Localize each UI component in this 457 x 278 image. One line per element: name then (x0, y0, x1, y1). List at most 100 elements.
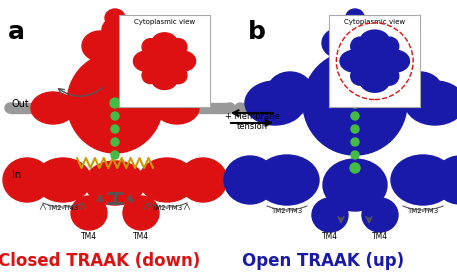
Bar (10, 170, 65, 180)
Circle shape (111, 151, 119, 159)
Ellipse shape (60, 170, 70, 180)
Bar (180, 170, 230, 180)
Text: TM4: TM4 (133, 232, 149, 241)
Ellipse shape (179, 158, 227, 202)
Ellipse shape (343, 17, 367, 39)
Ellipse shape (175, 170, 185, 180)
Bar (240, 103, 305, 113)
Circle shape (350, 163, 360, 173)
Text: TM2-TM3: TM2-TM3 (407, 208, 439, 214)
Ellipse shape (352, 28, 388, 58)
Ellipse shape (391, 155, 455, 205)
Ellipse shape (268, 72, 312, 108)
Text: b: b (248, 20, 266, 44)
Bar (445, 103, 457, 113)
Text: Cytoplasmic view: Cytoplasmic view (134, 19, 195, 25)
Ellipse shape (85, 161, 145, 205)
Ellipse shape (102, 18, 128, 42)
Ellipse shape (440, 170, 450, 180)
Ellipse shape (312, 198, 348, 232)
Ellipse shape (323, 159, 387, 211)
Ellipse shape (67, 53, 163, 153)
Ellipse shape (331, 38, 379, 78)
Ellipse shape (82, 31, 118, 61)
Ellipse shape (245, 81, 305, 125)
Circle shape (351, 112, 359, 120)
Ellipse shape (142, 67, 159, 84)
Ellipse shape (360, 30, 389, 52)
Ellipse shape (31, 92, 75, 124)
Ellipse shape (170, 39, 187, 55)
Ellipse shape (255, 155, 319, 205)
Bar (240, 170, 305, 180)
Ellipse shape (381, 37, 399, 55)
Ellipse shape (65, 103, 75, 113)
Ellipse shape (351, 37, 369, 55)
Ellipse shape (358, 45, 391, 78)
Bar (175, 103, 230, 113)
Ellipse shape (300, 170, 310, 180)
Ellipse shape (139, 158, 195, 202)
Text: TM4: TM4 (322, 232, 338, 241)
Circle shape (111, 112, 119, 120)
Ellipse shape (152, 33, 177, 53)
Ellipse shape (440, 103, 450, 113)
Text: a: a (8, 20, 25, 44)
Ellipse shape (112, 31, 148, 61)
Ellipse shape (434, 156, 457, 204)
Ellipse shape (452, 103, 457, 113)
Bar (10, 103, 70, 113)
Ellipse shape (224, 156, 276, 204)
Bar (445, 170, 457, 180)
Text: In: In (12, 170, 21, 180)
Ellipse shape (235, 103, 245, 113)
Ellipse shape (225, 170, 235, 180)
Ellipse shape (71, 196, 107, 230)
Ellipse shape (398, 72, 442, 108)
Text: TM4: TM4 (81, 232, 97, 241)
Circle shape (111, 138, 119, 146)
Text: + Membrane
tension: + Membrane tension (225, 111, 279, 131)
Ellipse shape (91, 40, 139, 80)
Ellipse shape (5, 103, 15, 113)
Ellipse shape (142, 39, 159, 55)
Ellipse shape (152, 70, 177, 90)
Ellipse shape (170, 67, 187, 84)
Text: TM4: TM4 (372, 232, 388, 241)
Ellipse shape (380, 50, 409, 72)
Circle shape (351, 151, 359, 159)
Ellipse shape (381, 67, 399, 85)
Ellipse shape (170, 51, 196, 71)
Ellipse shape (322, 28, 358, 58)
Circle shape (110, 98, 120, 108)
Ellipse shape (346, 9, 364, 25)
Ellipse shape (151, 48, 178, 75)
Ellipse shape (362, 198, 398, 232)
Circle shape (351, 138, 359, 146)
Ellipse shape (5, 170, 15, 180)
Circle shape (111, 125, 119, 133)
Ellipse shape (405, 81, 457, 125)
Text: Closed TRAAK (down): Closed TRAAK (down) (0, 252, 200, 270)
Ellipse shape (303, 51, 407, 155)
Text: TM2-TM3: TM2-TM3 (271, 208, 303, 214)
Ellipse shape (133, 51, 159, 71)
Ellipse shape (300, 103, 310, 113)
Ellipse shape (123, 196, 159, 230)
Ellipse shape (360, 70, 389, 92)
Circle shape (350, 98, 360, 108)
Ellipse shape (155, 92, 199, 124)
Ellipse shape (35, 158, 91, 202)
Text: TM2-TM3: TM2-TM3 (151, 205, 183, 211)
Ellipse shape (105, 9, 125, 27)
Circle shape (351, 125, 359, 133)
Ellipse shape (3, 158, 51, 202)
Ellipse shape (225, 103, 235, 113)
Ellipse shape (170, 103, 180, 113)
Text: Cytoplasmic view: Cytoplasmic view (344, 19, 405, 25)
Ellipse shape (351, 67, 369, 85)
Text: TM2-TM3: TM2-TM3 (48, 205, 79, 211)
Ellipse shape (235, 170, 245, 180)
Text: Out: Out (12, 99, 30, 109)
Ellipse shape (340, 50, 369, 72)
